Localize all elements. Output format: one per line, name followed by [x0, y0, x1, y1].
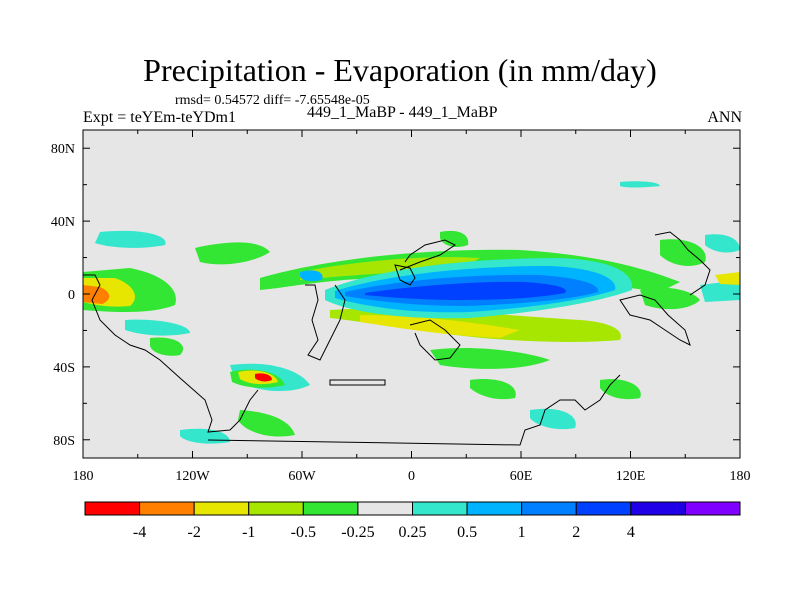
- rmsd-diff-stats: rmsd= 0.54572 diff= -7.65548e-05: [175, 93, 370, 108]
- field-indian-ocean-green: [470, 379, 516, 400]
- coastline-southern-segment: [329, 379, 386, 386]
- colorbar-label: -0.5: [291, 524, 316, 541]
- field-equatorial-atlantic: [640, 287, 700, 310]
- field-pacific-deep-blue: [365, 281, 566, 300]
- coastline-south-america: [305, 284, 346, 361]
- field-north-pacific-cyan: [620, 181, 660, 188]
- field-south-atlantic-green: [430, 348, 550, 369]
- case-label: 449_1_MaBP - 449_1_MaBP: [307, 104, 498, 121]
- y-tick-label: 80S: [53, 434, 75, 449]
- colorbar-swatch: [357, 501, 413, 516]
- x-tick-label: 120E: [616, 469, 646, 484]
- season-label: ANN: [707, 109, 742, 126]
- field-north-tropical-cyan: [95, 230, 166, 248]
- axes-group: 180 120W 60W 0 60E 120E 180 80N 40N 0 40S 80S: [51, 130, 751, 484]
- coastline-north-america: [654, 231, 711, 296]
- colorbar-group: -4 -2 -1 -0.5 -0.25 0.25 0.5 1 2 4: [84, 501, 741, 541]
- field-north-atlantic-cyan: [705, 234, 740, 253]
- colorbar-swatch: [139, 501, 195, 516]
- coastlines: [83, 231, 711, 446]
- chart-title: Precipitation - Evaporation (in mm/day): [143, 52, 657, 88]
- field-north-band-yellow: [300, 257, 480, 280]
- colorbar-swatch: [412, 501, 468, 516]
- x-tick-label: 180: [73, 469, 94, 484]
- y-tick-label: 80N: [51, 142, 75, 157]
- colorbar-label: 0.25: [399, 524, 427, 541]
- x-tick-label: 120W: [175, 469, 210, 484]
- coastline-antarctica: [207, 374, 621, 446]
- coastline-americas: [83, 274, 259, 433]
- coastline-africa: [399, 239, 456, 271]
- experiment-label: Expt = teYEm-teYDm1: [83, 109, 236, 126]
- field-equatorial-atlantic-cyan: [700, 280, 740, 302]
- colorbar-label: -0.25: [341, 524, 374, 541]
- colorbar-swatch: [193, 501, 250, 516]
- field-indian-ocean-cyan: [530, 408, 576, 430]
- colorbar-swatch: [84, 501, 141, 516]
- colorbar-label: 2: [572, 524, 580, 541]
- colorbar-swatch: [684, 501, 741, 516]
- colorbar-label: -4: [133, 524, 146, 541]
- coastline-india: [394, 264, 416, 286]
- field-south-america-green: [150, 337, 184, 356]
- y-tick-label: 40S: [53, 361, 75, 376]
- x-tick-label: 0: [408, 469, 415, 484]
- y-tick-label: 0: [68, 288, 75, 303]
- x-tick-label: 60W: [288, 469, 316, 484]
- colorbar-label: -2: [188, 524, 201, 541]
- field-north-atlantic-green: [660, 239, 706, 266]
- field-antarctic-green: [238, 410, 295, 437]
- field-western-pacific-orange: [83, 285, 110, 304]
- field-green-spot-north: [440, 230, 469, 248]
- field-north-blue-spot: [300, 270, 323, 282]
- colorbar-swatch: [302, 501, 359, 516]
- coastline-south-africa: [409, 319, 461, 361]
- colorbar-swatch: [521, 501, 577, 516]
- colorbar-label: 1: [518, 524, 526, 541]
- colorbar-swatch: [248, 501, 304, 516]
- colorbar-label: -1: [242, 524, 255, 541]
- field-patagonia-red: [255, 373, 272, 382]
- colorbar-swatch: [575, 501, 632, 516]
- coastline-australia: [619, 294, 691, 346]
- colorbar-label: 0.5: [457, 524, 477, 541]
- field-layers: [83, 181, 740, 444]
- colorbar-swatch: [466, 501, 523, 516]
- colorbar-label: 4: [627, 524, 635, 541]
- colorbar-swatch: [630, 501, 686, 516]
- x-tick-label: 60E: [510, 469, 533, 484]
- x-tick-label: 180: [730, 469, 751, 484]
- field-south-pacific-cyan: [125, 319, 190, 336]
- field-caribbean-yellow: [715, 272, 740, 285]
- y-tick-label: 40N: [51, 215, 75, 230]
- field-north-tropical-green: [195, 242, 270, 265]
